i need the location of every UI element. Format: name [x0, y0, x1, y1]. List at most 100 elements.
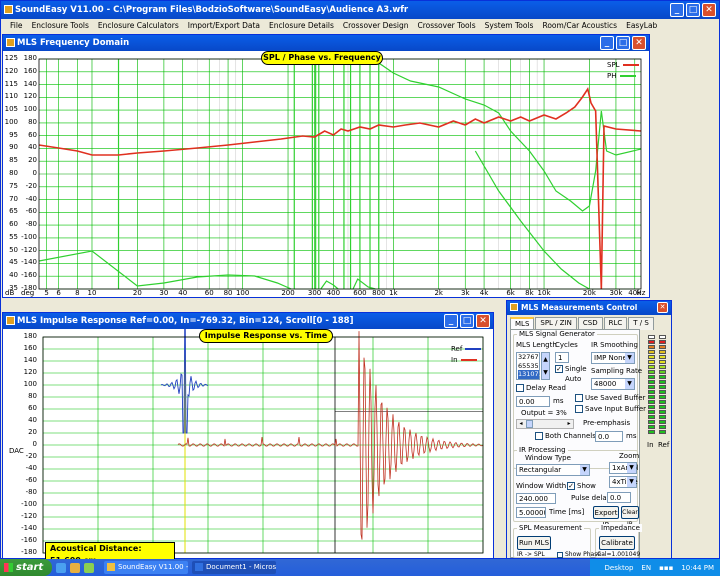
ir-smoothing-select[interactable]: IMP None ▼	[591, 352, 635, 364]
phase-y-tick: 160	[23, 66, 37, 75]
pulse-delay-input[interactable]: 0.0	[607, 492, 631, 503]
sampling-rate-select[interactable]: 48000 ▼	[591, 378, 635, 390]
menu-crossover-design[interactable]: Crossover Design	[342, 21, 409, 30]
impulse-plot-area[interactable]: Impulse Response vs. Time Ref In Acousti…	[3, 329, 493, 568]
tab-rlc[interactable]: RLC	[603, 317, 628, 330]
show-checkbox[interactable]: ✓ Show	[567, 482, 596, 490]
mls-length-option-selected[interactable]: 131071	[518, 370, 543, 379]
close-icon[interactable]: ✕	[476, 314, 490, 328]
chevron-left-icon[interactable]: ◂	[519, 420, 523, 427]
time-input[interactable]: 5.00000	[516, 507, 546, 518]
signal-generator-label: MLS Signal Generator	[517, 330, 597, 338]
phase-y-tick: 40	[28, 143, 37, 152]
mls-length-option[interactable]: 32767	[518, 353, 539, 361]
pulse-delay-label: Pulse delay	[571, 494, 611, 502]
impulse-y-tick: 60	[28, 404, 37, 412]
menu-enclosure-calculators[interactable]: Enclosure Calculators	[97, 21, 179, 30]
calibrate-button[interactable]: Calibrate	[599, 536, 635, 550]
save-input-buffer-checkbox[interactable]: Save Input Buffer	[575, 405, 646, 413]
single-checkbox[interactable]: ✓ Single	[555, 365, 587, 373]
spl-y-tick: 55	[9, 232, 18, 241]
maximize-icon[interactable]: □	[686, 3, 700, 17]
chevron-right-icon[interactable]: ▸	[567, 420, 571, 427]
auto-label: Auto	[565, 375, 582, 383]
freq-x-tick: 40	[178, 289, 188, 297]
output-slider[interactable]: ◂ ▸	[516, 419, 574, 429]
close-icon[interactable]: ✕	[702, 3, 716, 17]
use-saved-buffer-checkbox[interactable]: Use Saved Buffer	[575, 394, 645, 402]
close-icon[interactable]: ✕	[657, 302, 668, 313]
slider-thumb[interactable]	[526, 420, 533, 428]
freq-x-tick: 80	[223, 289, 233, 297]
cycles-input[interactable]: 1	[555, 352, 569, 363]
maximize-icon[interactable]: □	[460, 314, 474, 328]
meter-segment	[659, 425, 666, 429]
minimize-icon[interactable]: _	[670, 3, 684, 17]
start-button[interactable]: start	[0, 559, 52, 576]
menu-file[interactable]: File	[10, 21, 23, 30]
mls-control-title-bar[interactable]: MLS Measurements Control ✕	[507, 301, 671, 315]
ir-to-spl-button[interactable]: IR -> SPL	[517, 551, 545, 558]
maximize-icon[interactable]: □	[616, 36, 630, 50]
system-tray: Desktop EN ▪▪▪ 10:44 PM	[590, 559, 720, 576]
frequency-title-bar[interactable]: MLS Frequency Domain _ □ ✕	[3, 35, 649, 51]
menu-crossover-tools[interactable]: Crossover Tools	[417, 21, 476, 30]
menu-enclosure-details[interactable]: Enclosure Details	[269, 21, 334, 30]
show-phase-checkbox[interactable]: Show Phase	[557, 551, 601, 558]
minimize-icon[interactable]: _	[444, 314, 458, 328]
both-channels-checkbox[interactable]: Both Channels	[535, 432, 596, 440]
menu-easylab[interactable]: EasyLab	[626, 21, 658, 30]
menu-import-export[interactable]: Import/Export Data	[187, 21, 261, 30]
window-type-select[interactable]: Rectangular ▼	[516, 464, 590, 476]
spl-y-tick: 75	[9, 181, 18, 190]
media-player-icon[interactable]	[84, 562, 94, 573]
run-mls-button[interactable]: Run MLS	[517, 536, 551, 550]
messenger-icon[interactable]	[70, 562, 80, 573]
delay-read-checkbox[interactable]: Delay Read	[516, 384, 566, 392]
phase-y-tick: 60	[28, 130, 37, 139]
mls-length-spinner[interactable]: ▲ ▼	[541, 352, 550, 380]
both-channels-input[interactable]: 0.0	[595, 431, 623, 442]
freq-x-tick: 3k	[460, 289, 470, 297]
desktop-toolbar[interactable]: Desktop	[604, 563, 634, 572]
clear-ir-button[interactable]: Clear IR	[621, 506, 639, 528]
menu-system-tools[interactable]: System Tools	[484, 21, 534, 30]
spl-measurement-label: SPL Measurement	[517, 524, 584, 532]
language-indicator[interactable]: EN	[641, 563, 652, 572]
zoom-ampl-select[interactable]: 1xAmpl ▼	[609, 462, 639, 474]
window-width-input[interactable]: 240.000	[516, 493, 556, 504]
mls-length-list[interactable]: 32767 65535 131071	[516, 352, 543, 380]
meter-segment	[648, 380, 655, 384]
delay-input[interactable]: 0.00	[516, 396, 550, 407]
export-ir-button[interactable]: Export IR	[593, 506, 619, 529]
ref-trace	[160, 329, 209, 434]
meter-segment	[648, 345, 655, 349]
meter-segment	[659, 415, 666, 419]
meter-segment	[648, 400, 655, 404]
freq-x-tick: 1k	[389, 289, 398, 297]
freq-x-tick: 30	[159, 289, 169, 297]
tab-spl-zin[interactable]: SPL / ZIN	[535, 317, 577, 330]
impulse-y-tick: 140	[23, 356, 37, 364]
impulse-y-tick: 120	[23, 368, 37, 376]
menu-room-car-acoustics[interactable]: Room/Car Acoustics	[542, 21, 618, 30]
phase-y-tick: -160	[21, 271, 37, 280]
tab-csd[interactable]: CSD	[577, 317, 603, 330]
menu-enclosure-tools[interactable]: Enclosure Tools	[31, 21, 89, 30]
impulse-y-tick: 100	[23, 380, 37, 388]
tab-ts[interactable]: T / S	[628, 317, 654, 330]
taskbar-item-soundeasy[interactable]: SoundEasy V11.00 - ...	[104, 561, 188, 574]
ie-icon[interactable]	[56, 562, 66, 573]
mls-length-option[interactable]: 65535	[518, 361, 539, 370]
phase-y-tick: -60	[25, 207, 37, 216]
close-icon[interactable]: ✕	[632, 36, 646, 50]
freq-x-tick: 20	[132, 289, 142, 297]
impulse-title-bar[interactable]: MLS Impulse Response Ref=0.00, In=-769.3…	[3, 313, 493, 329]
zoom-time-select[interactable]: 4xTime ▼	[609, 476, 638, 488]
phase-y-tick: -80	[25, 220, 37, 229]
tab-mls[interactable]: MLS	[510, 317, 535, 330]
taskbar-item-document[interactable]: Document1 - Microsof...	[192, 561, 276, 574]
minimize-icon[interactable]: _	[600, 36, 614, 50]
frequency-plot-area[interactable]: SPL / Phase vs. Frequency SPL PH 5 6 8 10 20…	[3, 51, 649, 297]
main-title-bar[interactable]: SoundEasy V11.00 - C:\Program Files\Bodz…	[1, 1, 719, 19]
